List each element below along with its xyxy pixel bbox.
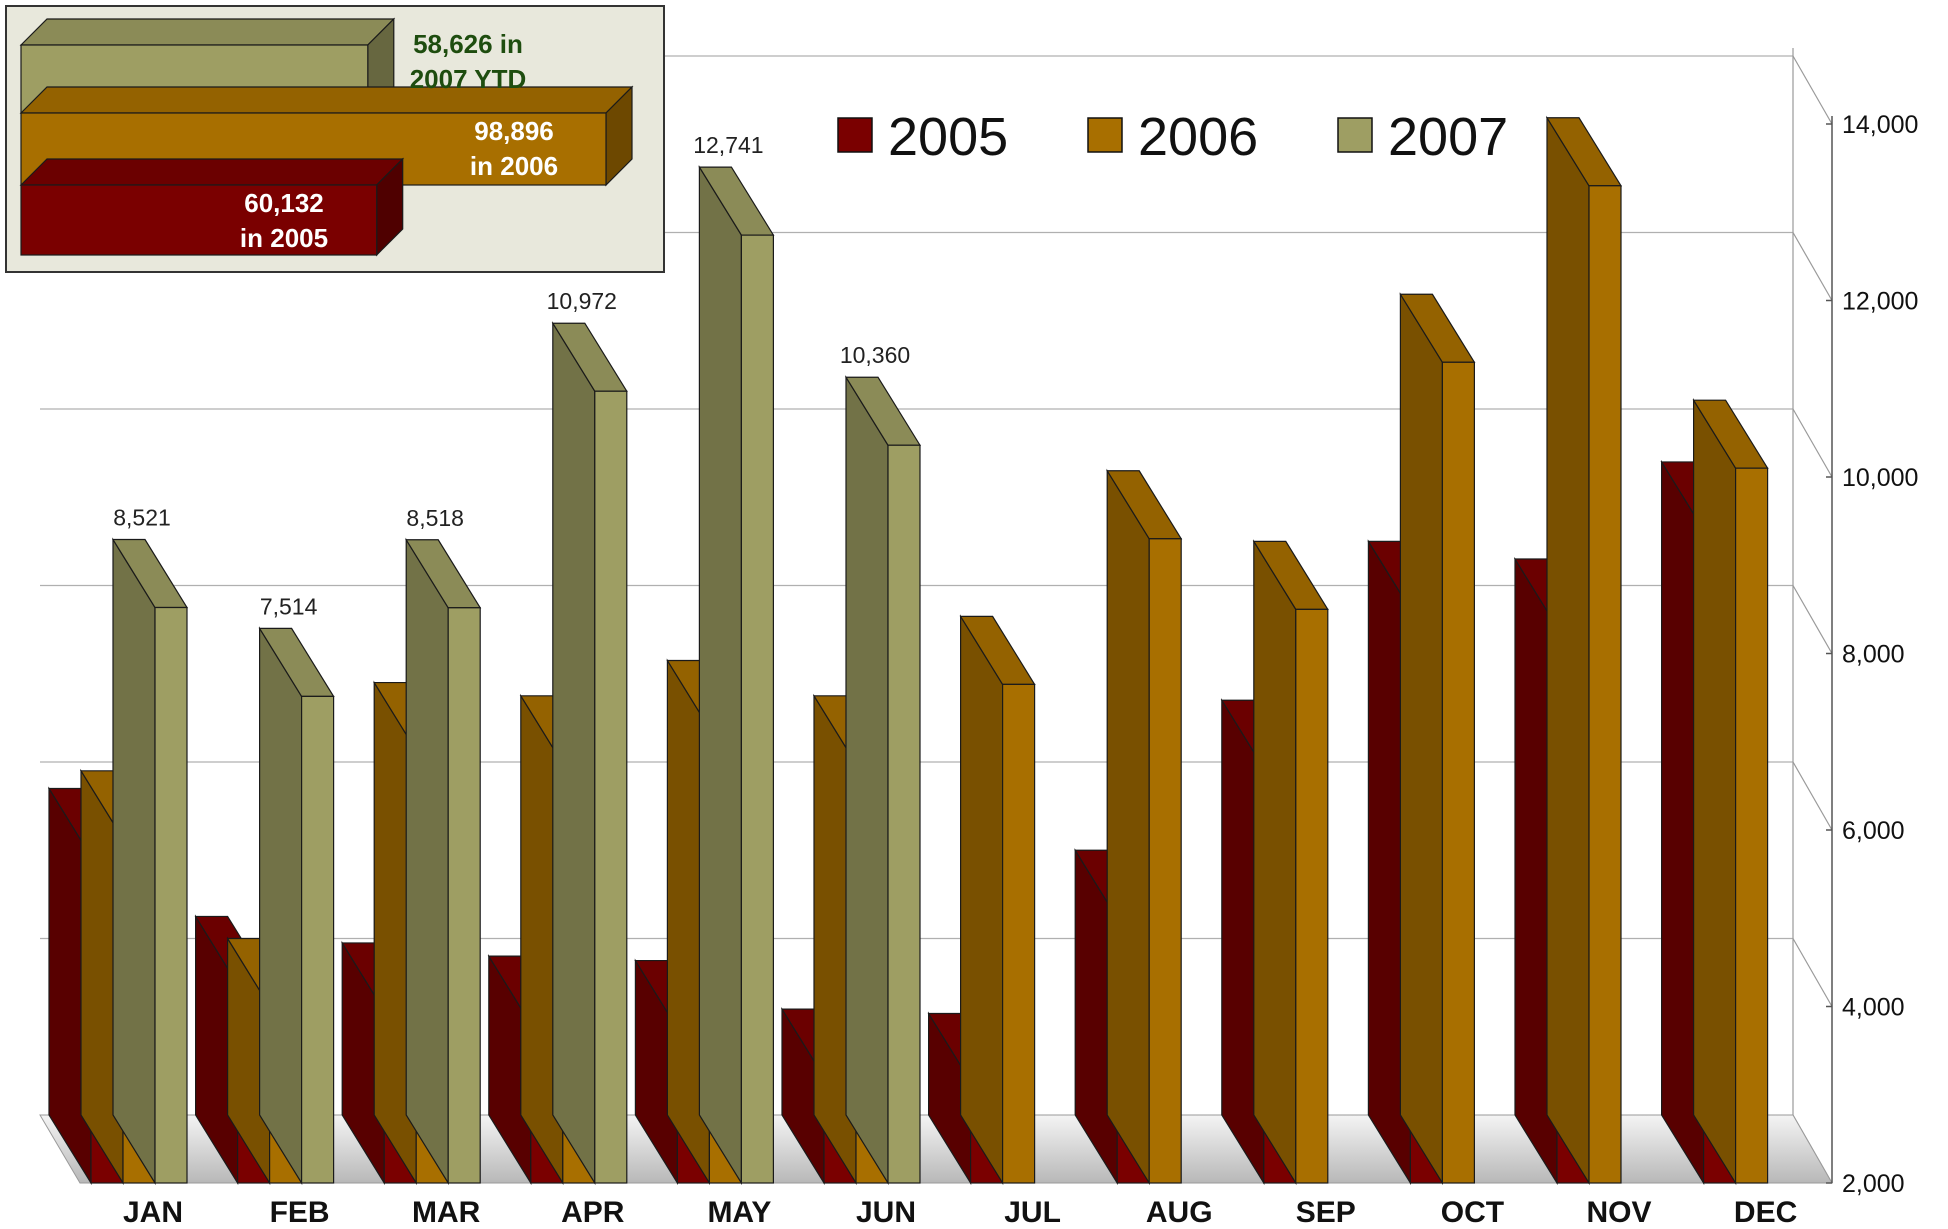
summary-label-2006-line2: in 2006 [470,151,558,181]
gridline-side-10000 [1793,409,1832,477]
bar-side [1254,541,1296,1183]
y-tick-label: 6,000 [1842,817,1905,845]
summary-label-2007-line1: 58,626 in [413,29,523,59]
bar-side [553,323,595,1183]
x-tick-label: DEC [1734,1196,1797,1229]
summary-label-2005-line2: in 2005 [240,223,328,253]
summary-inset: 58,626 in 2007 YTD 98,896 in 2006 60,132 in 2… [6,6,664,272]
gridline-side-14000 [1793,56,1832,124]
y-tick-label: 4,000 [1842,994,1905,1022]
x-tick-label: MAR [412,1196,481,1229]
data-label: 8,518 [406,505,464,531]
bar-2006-oct [1400,294,1474,1183]
bar-2006-aug [1107,471,1181,1183]
data-label: 10,972 [547,288,617,314]
bar-side [260,628,302,1183]
legend-label: 2007 [1388,107,1508,167]
bar-front [595,391,627,1183]
data-label: 12,741 [693,132,763,158]
bar-front [1296,609,1328,1183]
gridline-side-8000 [1793,586,1832,654]
bar-2007-feb [260,628,334,1183]
bar-side [846,377,888,1183]
legend: 2005 2006 2007 [838,107,1508,167]
bar-side [1694,400,1736,1183]
x-tick-label: APR [561,1196,625,1229]
x-tick-label: SEP [1296,1196,1356,1229]
bar-2006-dec [1694,400,1768,1183]
legend-swatch-2005 [838,118,872,152]
summary-bar-top [21,159,403,185]
gridline-side-12000 [1793,233,1832,301]
y-tick-label: 8,000 [1842,641,1905,669]
x-tick-label: MAY [707,1196,771,1229]
bar-2006-nov [1547,118,1621,1183]
legend-label: 2006 [1138,107,1258,167]
bar-2007-mar [406,540,480,1183]
data-label: 8,521 [113,505,171,531]
bar-front [1003,684,1035,1183]
bar-side [1547,118,1589,1183]
bar-front [741,235,773,1183]
bars [49,118,1768,1183]
summary-label-2005-line1: 60,132 [244,188,324,218]
data-label: 10,360 [840,342,910,368]
summary-bar-2005 [21,159,403,255]
x-tick-label: NOV [1586,1196,1651,1229]
y-tick-label: 12,000 [1842,288,1918,316]
bar-front [1442,362,1474,1183]
gridline-side-6000 [1793,762,1832,830]
bar-side [1400,294,1442,1183]
bar-2006-sep [1254,541,1328,1183]
bar-2007-jun [846,377,920,1183]
y-tick-label: 14,000 [1842,111,1918,139]
y-tick-label: 10,000 [1842,464,1918,492]
bar-front [1736,468,1768,1183]
bar-2007-jan [113,540,187,1183]
bar-2006-jul [961,616,1035,1183]
bar-front [155,608,187,1183]
bar-2007-apr [553,323,627,1183]
bar-front [888,445,920,1183]
legend-swatch-2007 [1338,118,1372,152]
x-tick-label: JUN [856,1196,916,1229]
x-tick-label: FEB [270,1196,330,1229]
gridline-side-4000 [1793,939,1832,1007]
y-tick-label: 2,000 [1842,1170,1905,1198]
summary-bar-top [21,87,632,113]
bar-front [448,608,480,1183]
bar-side [406,540,448,1183]
bar-front [1589,186,1621,1183]
bar-front [302,696,334,1183]
summary-label-2006-line1: 98,896 [474,116,554,146]
x-tick-label: JUL [1004,1196,1061,1229]
x-tick-label: AUG [1146,1196,1213,1229]
data-label: 7,514 [260,593,318,619]
x-tick-label: OCT [1441,1196,1504,1229]
bar-2007-may [699,167,773,1183]
x-tick-label: JAN [123,1196,183,1229]
legend-label: 2005 [888,107,1008,167]
bar-side [699,167,741,1183]
bar-front [1149,539,1181,1183]
bar-side [961,616,1003,1183]
legend-swatch-2006 [1088,118,1122,152]
bar-side [1107,471,1149,1183]
summary-bar-top [21,19,394,45]
bar-side [113,540,155,1183]
summary-label-2007-line2: 2007 YTD [410,64,527,94]
